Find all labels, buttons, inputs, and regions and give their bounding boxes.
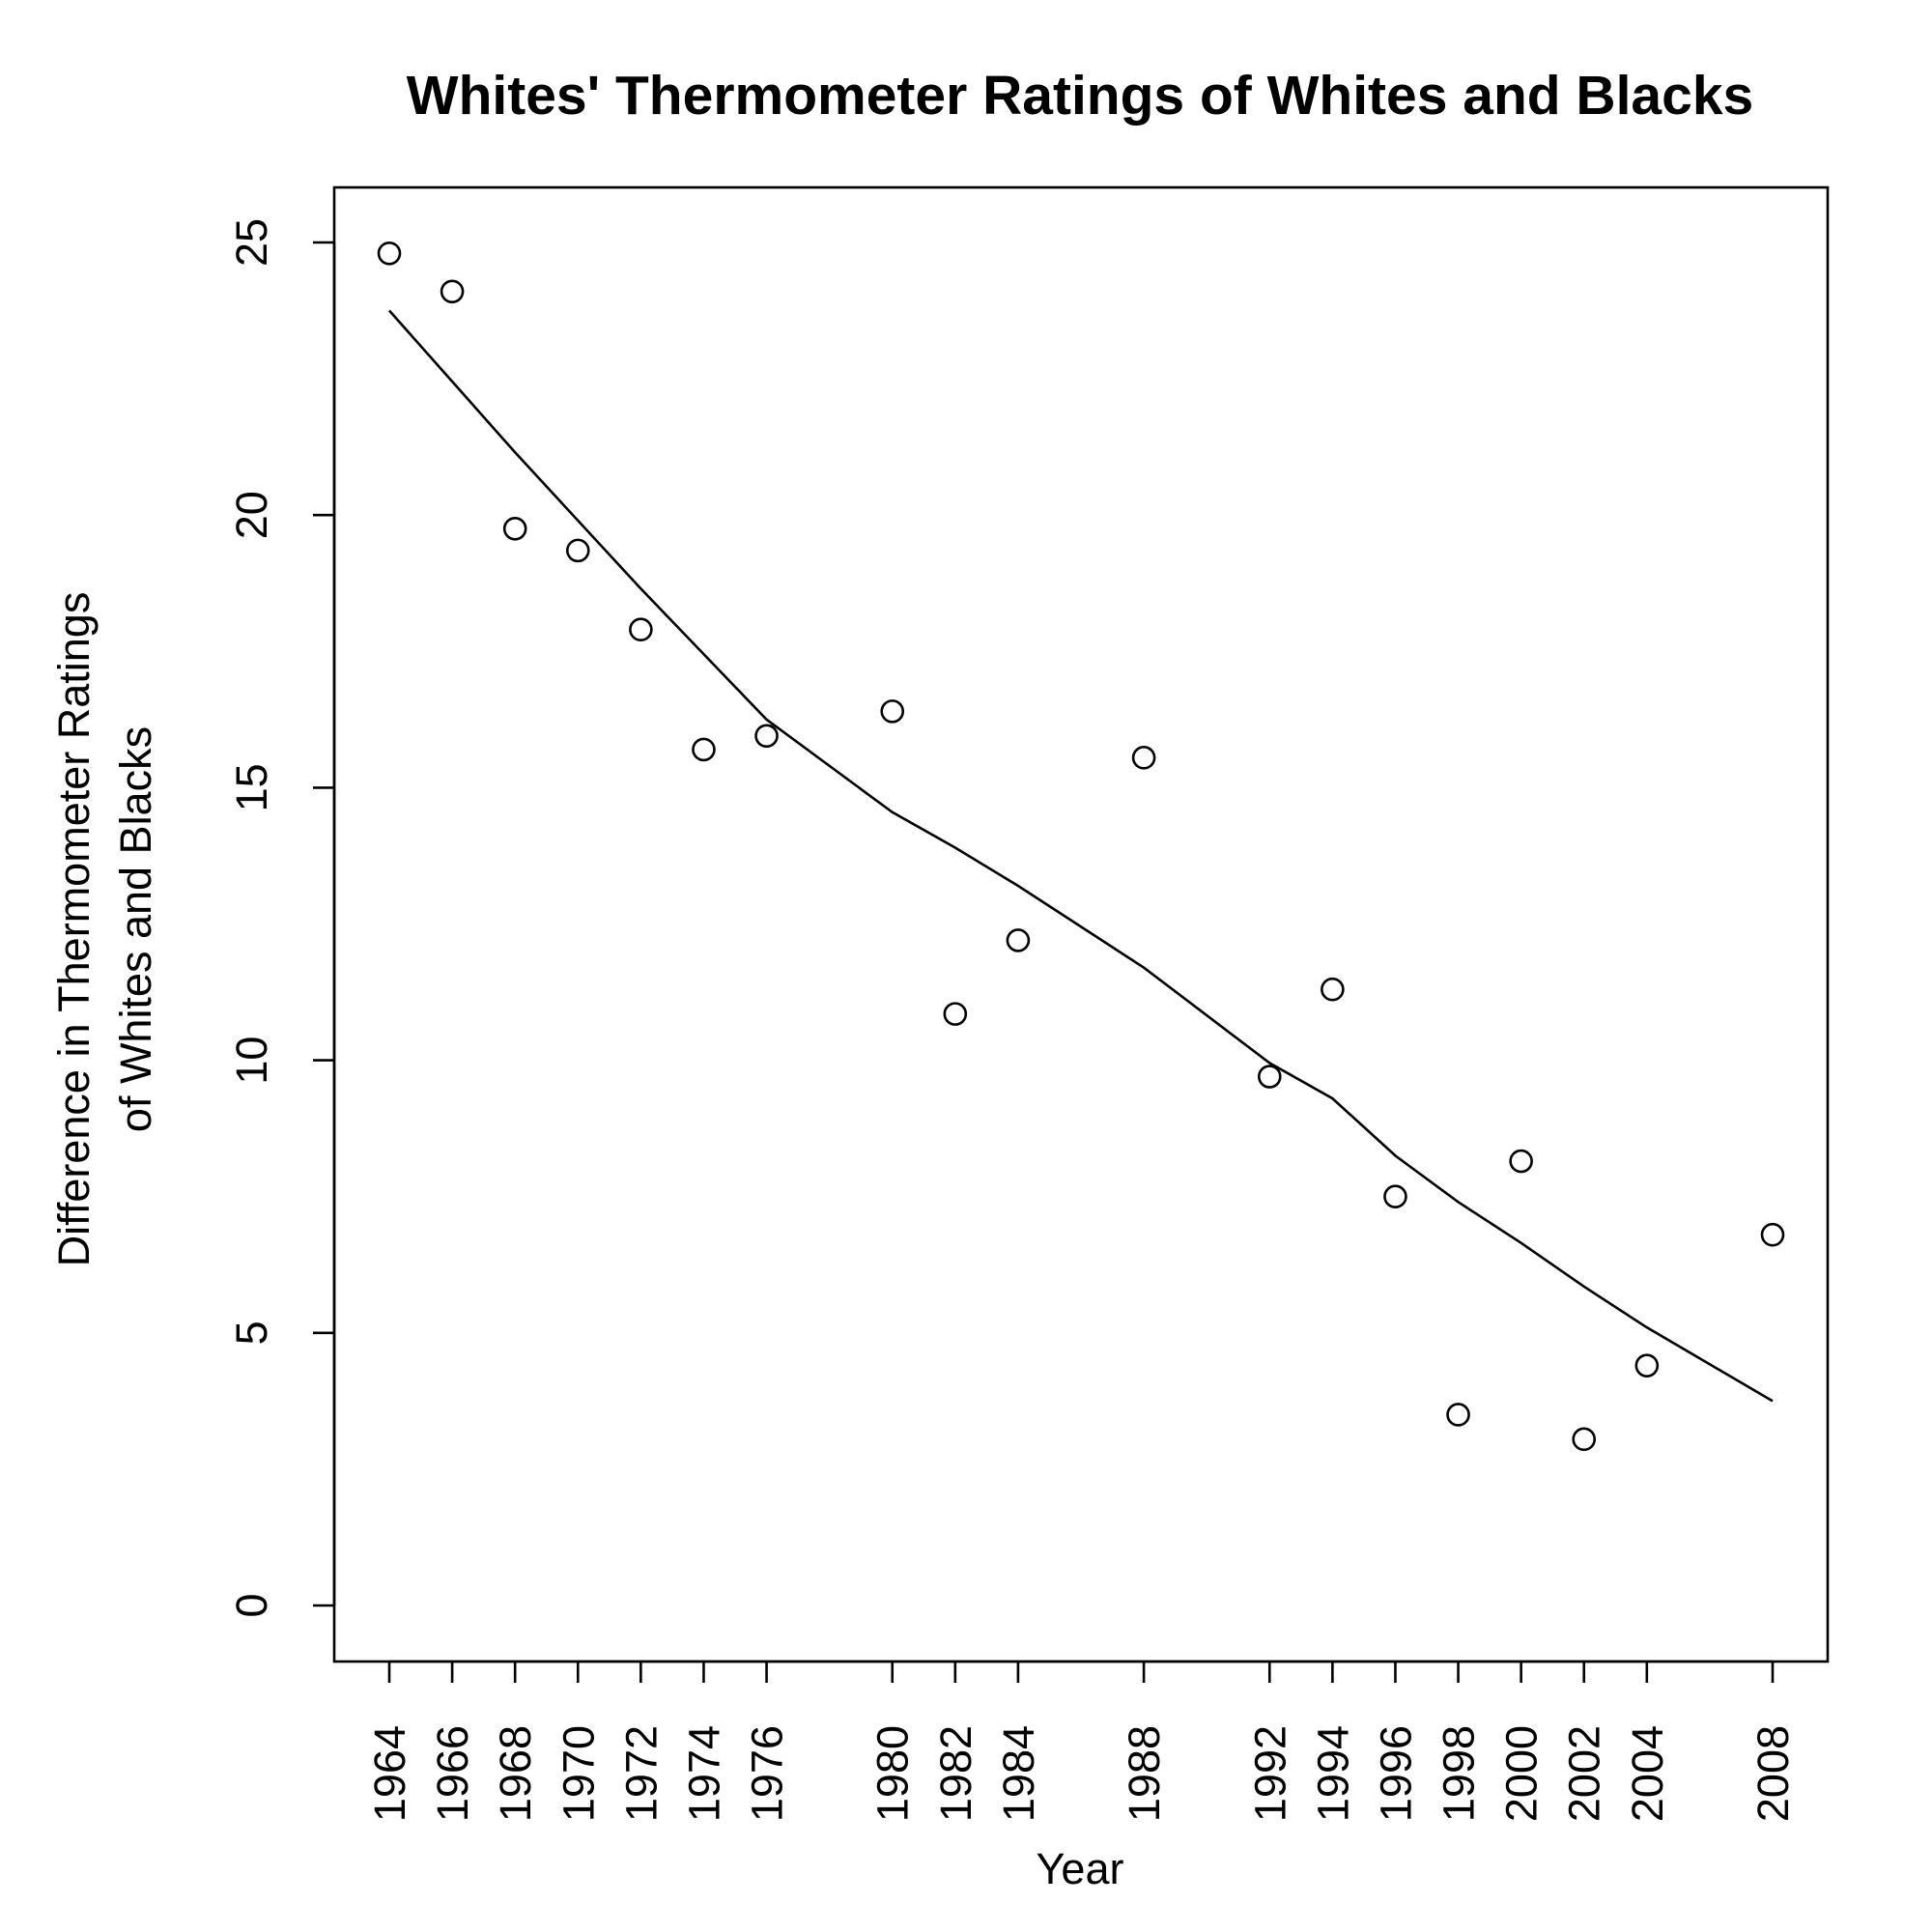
data-point xyxy=(754,724,779,749)
x-tick-label: 1982 xyxy=(931,1725,980,1822)
data-point xyxy=(1509,1149,1533,1174)
x-axis-label: Year xyxy=(1037,1844,1124,1893)
data-point xyxy=(1634,1353,1660,1378)
data-point xyxy=(1257,1065,1282,1089)
x-tick-label: 1984 xyxy=(994,1725,1043,1822)
x-tick-label: 1974 xyxy=(679,1725,728,1822)
x-tick-label: 1968 xyxy=(491,1725,540,1822)
plot-area xyxy=(377,241,1785,1452)
x-tick-label: 1988 xyxy=(1120,1725,1169,1822)
y-axis-label-line-1: Difference in Thermometer Ratings xyxy=(49,592,99,1267)
x-tick-label: 2008 xyxy=(1748,1725,1798,1822)
data-point xyxy=(1760,1222,1785,1247)
data-point xyxy=(1572,1427,1597,1452)
x-tick-label: 1994 xyxy=(1308,1725,1357,1822)
plot-frame xyxy=(332,185,1830,1663)
y-tick-label: 25 xyxy=(227,218,276,267)
x-tick-label: 2000 xyxy=(1497,1725,1547,1822)
data-point xyxy=(1006,928,1031,952)
data-point xyxy=(1446,1403,1470,1427)
data-point xyxy=(692,737,716,762)
trend-line xyxy=(388,309,1774,1403)
data-point xyxy=(440,279,465,304)
data-point xyxy=(1321,977,1345,1002)
x-tick-label: 1996 xyxy=(1371,1725,1420,1822)
y-tick-label: 20 xyxy=(227,491,276,539)
x-tick-label: 1970 xyxy=(554,1725,603,1822)
y-tick-label: 15 xyxy=(227,763,276,811)
y-tick-label: 5 xyxy=(227,1321,276,1345)
data-point xyxy=(1383,1184,1407,1208)
data-point xyxy=(629,617,653,642)
x-tick-label: 1998 xyxy=(1435,1725,1484,1822)
x-tick-label: 1980 xyxy=(868,1725,918,1822)
y-tick-label: 0 xyxy=(227,1593,276,1617)
data-point xyxy=(943,1002,968,1026)
data-point xyxy=(880,699,905,724)
x-tick-label: 1964 xyxy=(365,1725,414,1822)
x-tick-label: 1972 xyxy=(616,1725,666,1822)
data-point xyxy=(1131,746,1156,770)
y-axis-label-line-2: of Whites and Blacks xyxy=(111,726,160,1132)
x-tick-label: 2002 xyxy=(1560,1725,1609,1822)
chart-title: Whites' Thermometer Ratings of Whites an… xyxy=(407,65,1753,127)
x-tick-label: 1966 xyxy=(428,1725,477,1822)
x-tick-label: 2004 xyxy=(1623,1725,1672,1822)
x-axis: 1964 1966 1968 1970 1972 1974 1976 1980 1982 1984… xyxy=(365,1660,1798,1822)
x-tick-label: 1992 xyxy=(1245,1725,1294,1822)
y-tick-label: 10 xyxy=(227,1037,276,1085)
y-axis: 0 5 10 15 20 25 xyxy=(227,218,336,1618)
data-point xyxy=(502,517,527,541)
data-point xyxy=(565,538,590,563)
data-point xyxy=(377,241,402,266)
x-tick-label: 1976 xyxy=(743,1725,792,1822)
